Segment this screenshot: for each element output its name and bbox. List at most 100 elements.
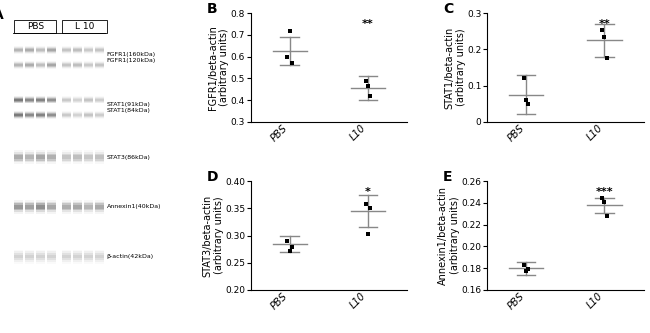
Bar — [47, 116, 57, 117]
Bar — [73, 53, 82, 54]
Bar — [73, 212, 82, 214]
Bar — [36, 208, 46, 210]
Bar — [73, 162, 82, 164]
Bar — [84, 118, 93, 119]
Bar — [95, 49, 104, 50]
Text: D: D — [207, 170, 218, 184]
Bar — [25, 159, 34, 161]
Bar — [25, 67, 34, 68]
Bar — [95, 47, 104, 48]
Bar — [47, 205, 57, 207]
Bar — [84, 68, 93, 69]
Bar — [47, 62, 57, 63]
Bar — [95, 114, 104, 115]
Bar — [47, 111, 57, 112]
Bar — [25, 150, 34, 152]
Bar — [47, 203, 57, 205]
Bar — [25, 98, 34, 99]
Bar — [25, 262, 34, 263]
Bar — [84, 96, 93, 97]
Bar — [73, 201, 82, 203]
Bar — [84, 210, 93, 212]
Bar — [47, 208, 57, 210]
Bar — [25, 157, 34, 159]
Bar — [14, 99, 23, 100]
Bar — [62, 112, 71, 113]
Bar — [62, 101, 71, 102]
Bar — [95, 212, 104, 214]
Bar — [84, 150, 93, 152]
Bar — [47, 67, 57, 68]
Bar — [84, 99, 93, 100]
Text: Annexin1(40kDa): Annexin1(40kDa) — [107, 204, 161, 209]
Bar — [14, 46, 23, 47]
Bar — [25, 117, 34, 118]
Bar — [25, 201, 34, 203]
Bar — [14, 262, 23, 263]
Bar — [84, 47, 93, 48]
Bar — [84, 64, 93, 65]
Bar — [47, 210, 57, 212]
Bar — [73, 99, 82, 100]
Bar — [25, 203, 34, 205]
Bar — [84, 65, 93, 66]
Bar — [36, 113, 46, 114]
Bar — [73, 98, 82, 99]
Bar — [36, 253, 46, 255]
Bar — [95, 260, 104, 262]
Bar — [36, 262, 46, 263]
Bar — [25, 99, 34, 100]
Bar — [36, 205, 46, 207]
Bar — [47, 64, 57, 65]
Bar — [47, 162, 57, 164]
Text: *: * — [365, 187, 371, 197]
Bar — [25, 116, 34, 117]
Bar — [25, 62, 34, 63]
Bar — [95, 210, 104, 212]
Bar — [95, 208, 104, 210]
Bar — [14, 49, 23, 50]
Bar — [84, 152, 93, 154]
Bar — [73, 49, 82, 50]
Bar — [25, 251, 34, 253]
Bar — [25, 207, 34, 208]
Bar — [14, 152, 23, 154]
Bar — [25, 66, 34, 67]
Bar — [14, 98, 23, 99]
Bar — [47, 258, 57, 260]
Bar — [47, 99, 57, 100]
Bar — [25, 205, 34, 207]
Bar — [14, 208, 23, 210]
Bar — [36, 96, 46, 97]
Bar — [73, 210, 82, 212]
Bar — [62, 117, 71, 118]
Bar — [62, 262, 71, 263]
Bar — [73, 249, 82, 251]
Bar — [36, 256, 46, 258]
Bar — [47, 113, 57, 114]
Bar — [47, 114, 57, 115]
Bar — [95, 67, 104, 68]
Bar — [84, 115, 93, 116]
Bar — [62, 113, 71, 114]
Bar — [14, 258, 23, 260]
Bar — [95, 111, 104, 112]
Bar — [14, 96, 23, 97]
Bar — [95, 154, 104, 155]
Bar — [95, 68, 104, 69]
Bar — [36, 117, 46, 118]
Bar — [84, 67, 93, 68]
Bar — [36, 101, 46, 102]
Bar — [36, 50, 46, 51]
Bar — [84, 161, 93, 162]
Bar — [25, 53, 34, 54]
Bar — [62, 98, 71, 99]
Bar — [73, 112, 82, 113]
Bar — [73, 118, 82, 119]
Bar — [25, 47, 34, 48]
Bar — [36, 260, 46, 262]
Bar — [95, 118, 104, 119]
Bar — [36, 98, 46, 99]
Bar — [14, 162, 23, 164]
Bar — [47, 66, 57, 67]
